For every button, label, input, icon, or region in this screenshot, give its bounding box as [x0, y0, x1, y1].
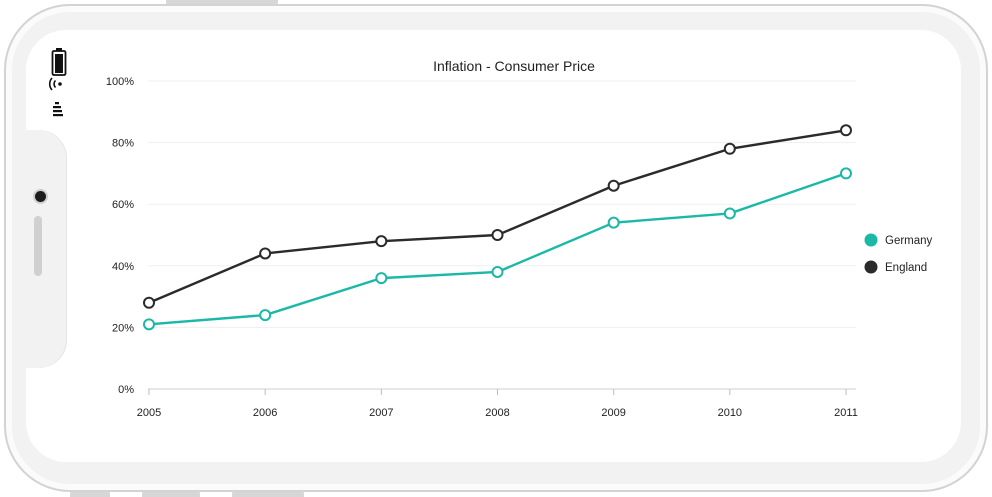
y-tick-label: 0%	[118, 384, 134, 396]
series-group	[143, 124, 852, 331]
data-point-england[interactable]	[491, 229, 504, 241]
y-tick-label: 40%	[112, 261, 134, 273]
chart-title: Inflation - Consumer Price	[433, 58, 595, 74]
data-point-england[interactable]	[723, 142, 736, 155]
data-point-england[interactable]	[375, 235, 388, 248]
series-line-germany	[148, 172, 847, 326]
x-tick-label: 2010	[718, 407, 742, 419]
wifi-icon	[48, 77, 62, 91]
legend: Germany England	[864, 233, 933, 274]
x-tick-label: 2005	[137, 407, 161, 419]
x-tick-label: 2007	[369, 407, 393, 419]
battery-icon	[51, 48, 67, 76]
phone-screen	[26, 30, 961, 462]
data-point-germany[interactable]	[375, 272, 388, 285]
data-point-germany[interactable]	[607, 216, 620, 229]
volume-button-top	[166, 0, 278, 6]
x-tick-label: 2009	[601, 407, 625, 419]
data-point-england[interactable]	[607, 179, 620, 192]
signal-icon	[53, 102, 63, 117]
camera-icon	[33, 189, 48, 204]
y-tick-label: 100%	[106, 76, 134, 88]
data-point-england[interactable]	[259, 247, 272, 260]
side-button-3	[232, 490, 304, 497]
phone-notch	[26, 130, 66, 368]
data-point-england[interactable]	[840, 124, 852, 137]
x-tick-label: 2006	[253, 407, 277, 419]
x-tick-label: 2008	[485, 407, 509, 419]
side-button-1	[70, 490, 110, 497]
data-point-germany[interactable]	[840, 167, 852, 180]
side-button-2	[142, 490, 200, 497]
x-axis-ticks: 2005 2006 2007 2008 2009 2010 2011	[137, 389, 858, 419]
legend-marker-england[interactable]	[864, 260, 878, 274]
y-tick-label: 80%	[112, 138, 134, 150]
legend-label-germany[interactable]: Germany	[885, 235, 933, 247]
x-tick-label: 2011	[834, 407, 858, 419]
data-point-germany[interactable]	[259, 309, 272, 322]
y-axis-ticks: 0% 20% 40% 60% 80% 100%	[106, 76, 134, 396]
status-bar	[48, 48, 67, 117]
speaker-grille	[34, 216, 42, 276]
legend-label-england[interactable]: England	[885, 262, 927, 274]
data-point-england[interactable]	[143, 296, 155, 309]
legend-marker-germany[interactable]	[864, 233, 878, 247]
data-point-germany[interactable]	[143, 318, 155, 331]
grid-lines	[148, 80, 856, 328]
y-tick-label: 20%	[112, 322, 134, 334]
y-tick-label: 60%	[112, 199, 134, 211]
data-point-germany[interactable]	[723, 207, 736, 220]
data-point-germany[interactable]	[491, 265, 504, 278]
